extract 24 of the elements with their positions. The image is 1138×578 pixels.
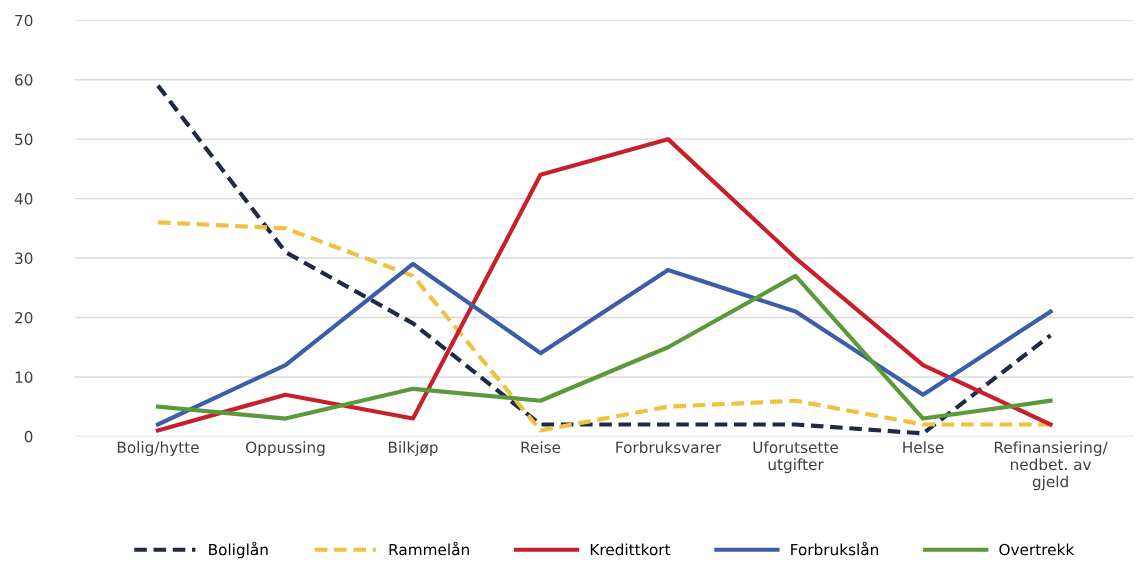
x-tick-label: Helse — [903, 441, 944, 454]
x-tick-label: Bolig/hytte — [117, 441, 199, 457]
x-tick-label: Bilkjøp — [388, 441, 438, 457]
y-tick-label: 50 — [15, 133, 33, 146]
legend-label: Forbrukslån — [791, 541, 879, 556]
y-tick-label: 10 — [15, 371, 33, 383]
line-series — [155, 137, 1053, 433]
line-series — [155, 220, 1053, 433]
y-tick-label: 30 — [15, 252, 33, 265]
y-tick-label: 40 — [14, 193, 33, 205]
legend-label: Kredittkort — [590, 543, 671, 556]
x-tick-label: Oppussing — [246, 441, 325, 457]
y-tick-label: 60 — [15, 74, 33, 86]
legend-label: Boliglån — [209, 541, 268, 559]
legend-label: Overtrekk — [999, 543, 1075, 556]
y-tick-label: 20 — [15, 311, 33, 324]
x-tick-label: Refinansiering/ nedbet. av gjeld — [994, 441, 1108, 491]
x-tick-label: Uforutsette utgifter — [753, 441, 839, 474]
line-series — [155, 83, 1053, 436]
y-tick-label: 70 — [15, 14, 33, 27]
x-tick-label: Forbruksvarer — [616, 441, 722, 454]
x-tick-label: Reise — [521, 441, 561, 454]
y-tick-label: 0 — [24, 430, 33, 443]
legend-label: Rammelån — [389, 541, 469, 556]
